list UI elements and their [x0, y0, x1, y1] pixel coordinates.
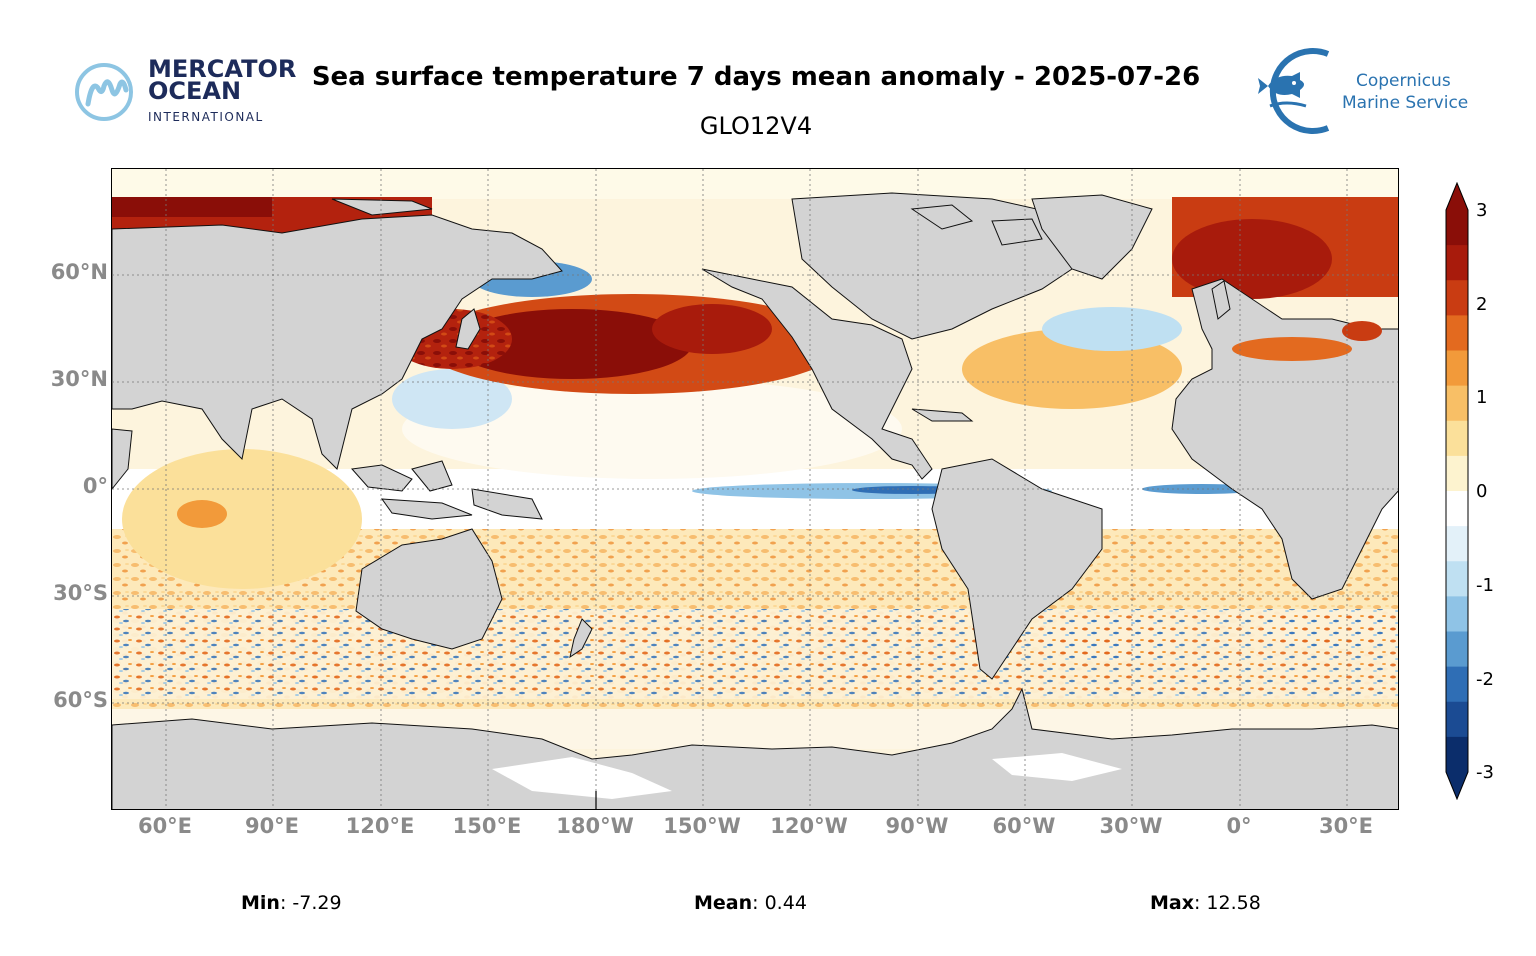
- colorbar-segment: [1446, 350, 1468, 387]
- colorbar-segment: [1446, 280, 1468, 316]
- stat-min-value: : -7.29: [279, 892, 342, 914]
- colorbar-segment: [1446, 526, 1468, 562]
- stat-max-label: Max: [1150, 892, 1194, 914]
- page-subtitle: GLO12V4: [699, 112, 813, 140]
- colorbar-tick-3: 3: [1476, 200, 1488, 221]
- colorbar-segment: [1446, 596, 1468, 632]
- colorbar-segment: [1446, 420, 1468, 457]
- lon-tick-120e: 120°E: [345, 814, 415, 838]
- colorbar-segment: [1446, 315, 1468, 351]
- colorbar-segment: [1446, 736, 1468, 773]
- lon-tick-30w: 30°W: [1099, 814, 1163, 838]
- colorbar-segment: [1446, 385, 1468, 422]
- colorbar-tick-0: 0: [1476, 481, 1488, 502]
- colorbar-tick-neg3: -3: [1476, 762, 1494, 783]
- stat-min-label: Min: [241, 892, 280, 914]
- colorbar-segment: [1446, 245, 1468, 281]
- lon-tick-150e: 150°E: [452, 814, 522, 838]
- colorbar-segment: [1446, 455, 1468, 492]
- stat-max: Max: 12.58: [1150, 892, 1261, 914]
- lon-tick-30e: 30°E: [1318, 814, 1374, 838]
- lon-tick-90w: 90°W: [885, 814, 949, 838]
- colorbar-tick-neg2: -2: [1476, 669, 1494, 690]
- fish-icon: [1258, 48, 1330, 134]
- lat-tick-30n: 30°N: [50, 367, 108, 391]
- colorbar-extend-min: [1446, 772, 1468, 799]
- lon-tick-0: 0°: [1226, 814, 1252, 838]
- lon-tick-90e: 90°E: [244, 814, 300, 838]
- colorbar-tick-1: 1: [1476, 387, 1488, 408]
- lat-tick-60s: 60°S: [53, 688, 108, 712]
- mercator-ocean-logo: MERCATOR OCEAN INTERNATIONAL: [74, 55, 297, 128]
- colorbar-segment: [1446, 561, 1468, 597]
- stat-mean-value: : 0.44: [752, 892, 807, 914]
- lon-tick-60w: 60°W: [992, 814, 1056, 838]
- colorbar-tick-2: 2: [1476, 294, 1488, 315]
- stat-mean-label: Mean: [694, 892, 753, 914]
- logo-text-ocean: OCEAN: [148, 77, 242, 105]
- colorbar: [1445, 182, 1469, 800]
- colorbar-tick-neg1: -1: [1476, 575, 1494, 596]
- lat-tick-30s: 30°S: [53, 581, 108, 605]
- lon-tick-150w: 150°W: [663, 814, 741, 838]
- lon-tick-60e: 60°E: [137, 814, 193, 838]
- logo-text-copernicus: Copernicus: [1356, 71, 1451, 91]
- stat-max-value: : 12.58: [1193, 892, 1261, 914]
- colorbar-segment: [1446, 631, 1468, 668]
- colorbar-outline: [1445, 182, 1469, 800]
- anomaly-map: [111, 168, 1399, 810]
- copernicus-logo: Copernicus Marine Service: [1246, 46, 1476, 136]
- mercator-m-icon: [75, 63, 133, 121]
- colorbar-segment: [1446, 491, 1468, 527]
- logo-text-marine-service: Marine Service: [1342, 93, 1469, 113]
- stat-mean: Mean: 0.44: [694, 892, 807, 914]
- lat-tick-0: 0°: [82, 474, 108, 498]
- lat-tick-60n: 60°N: [50, 260, 108, 284]
- logo-text-international: INTERNATIONAL: [148, 110, 264, 124]
- colorbar-segment: [1446, 210, 1468, 246]
- logo-text-mercator: MERCATOR: [148, 55, 297, 83]
- colorbar-segment: [1446, 666, 1468, 703]
- colorbar-segment: [1446, 701, 1468, 738]
- stat-min: Min: -7.29: [241, 892, 342, 914]
- lon-tick-180w: 180°W: [556, 814, 634, 838]
- lon-tick-120w: 120°W: [770, 814, 848, 838]
- page-title: Sea surface temperature 7 days mean anom…: [311, 62, 1201, 92]
- colorbar-extend-max: [1446, 183, 1468, 210]
